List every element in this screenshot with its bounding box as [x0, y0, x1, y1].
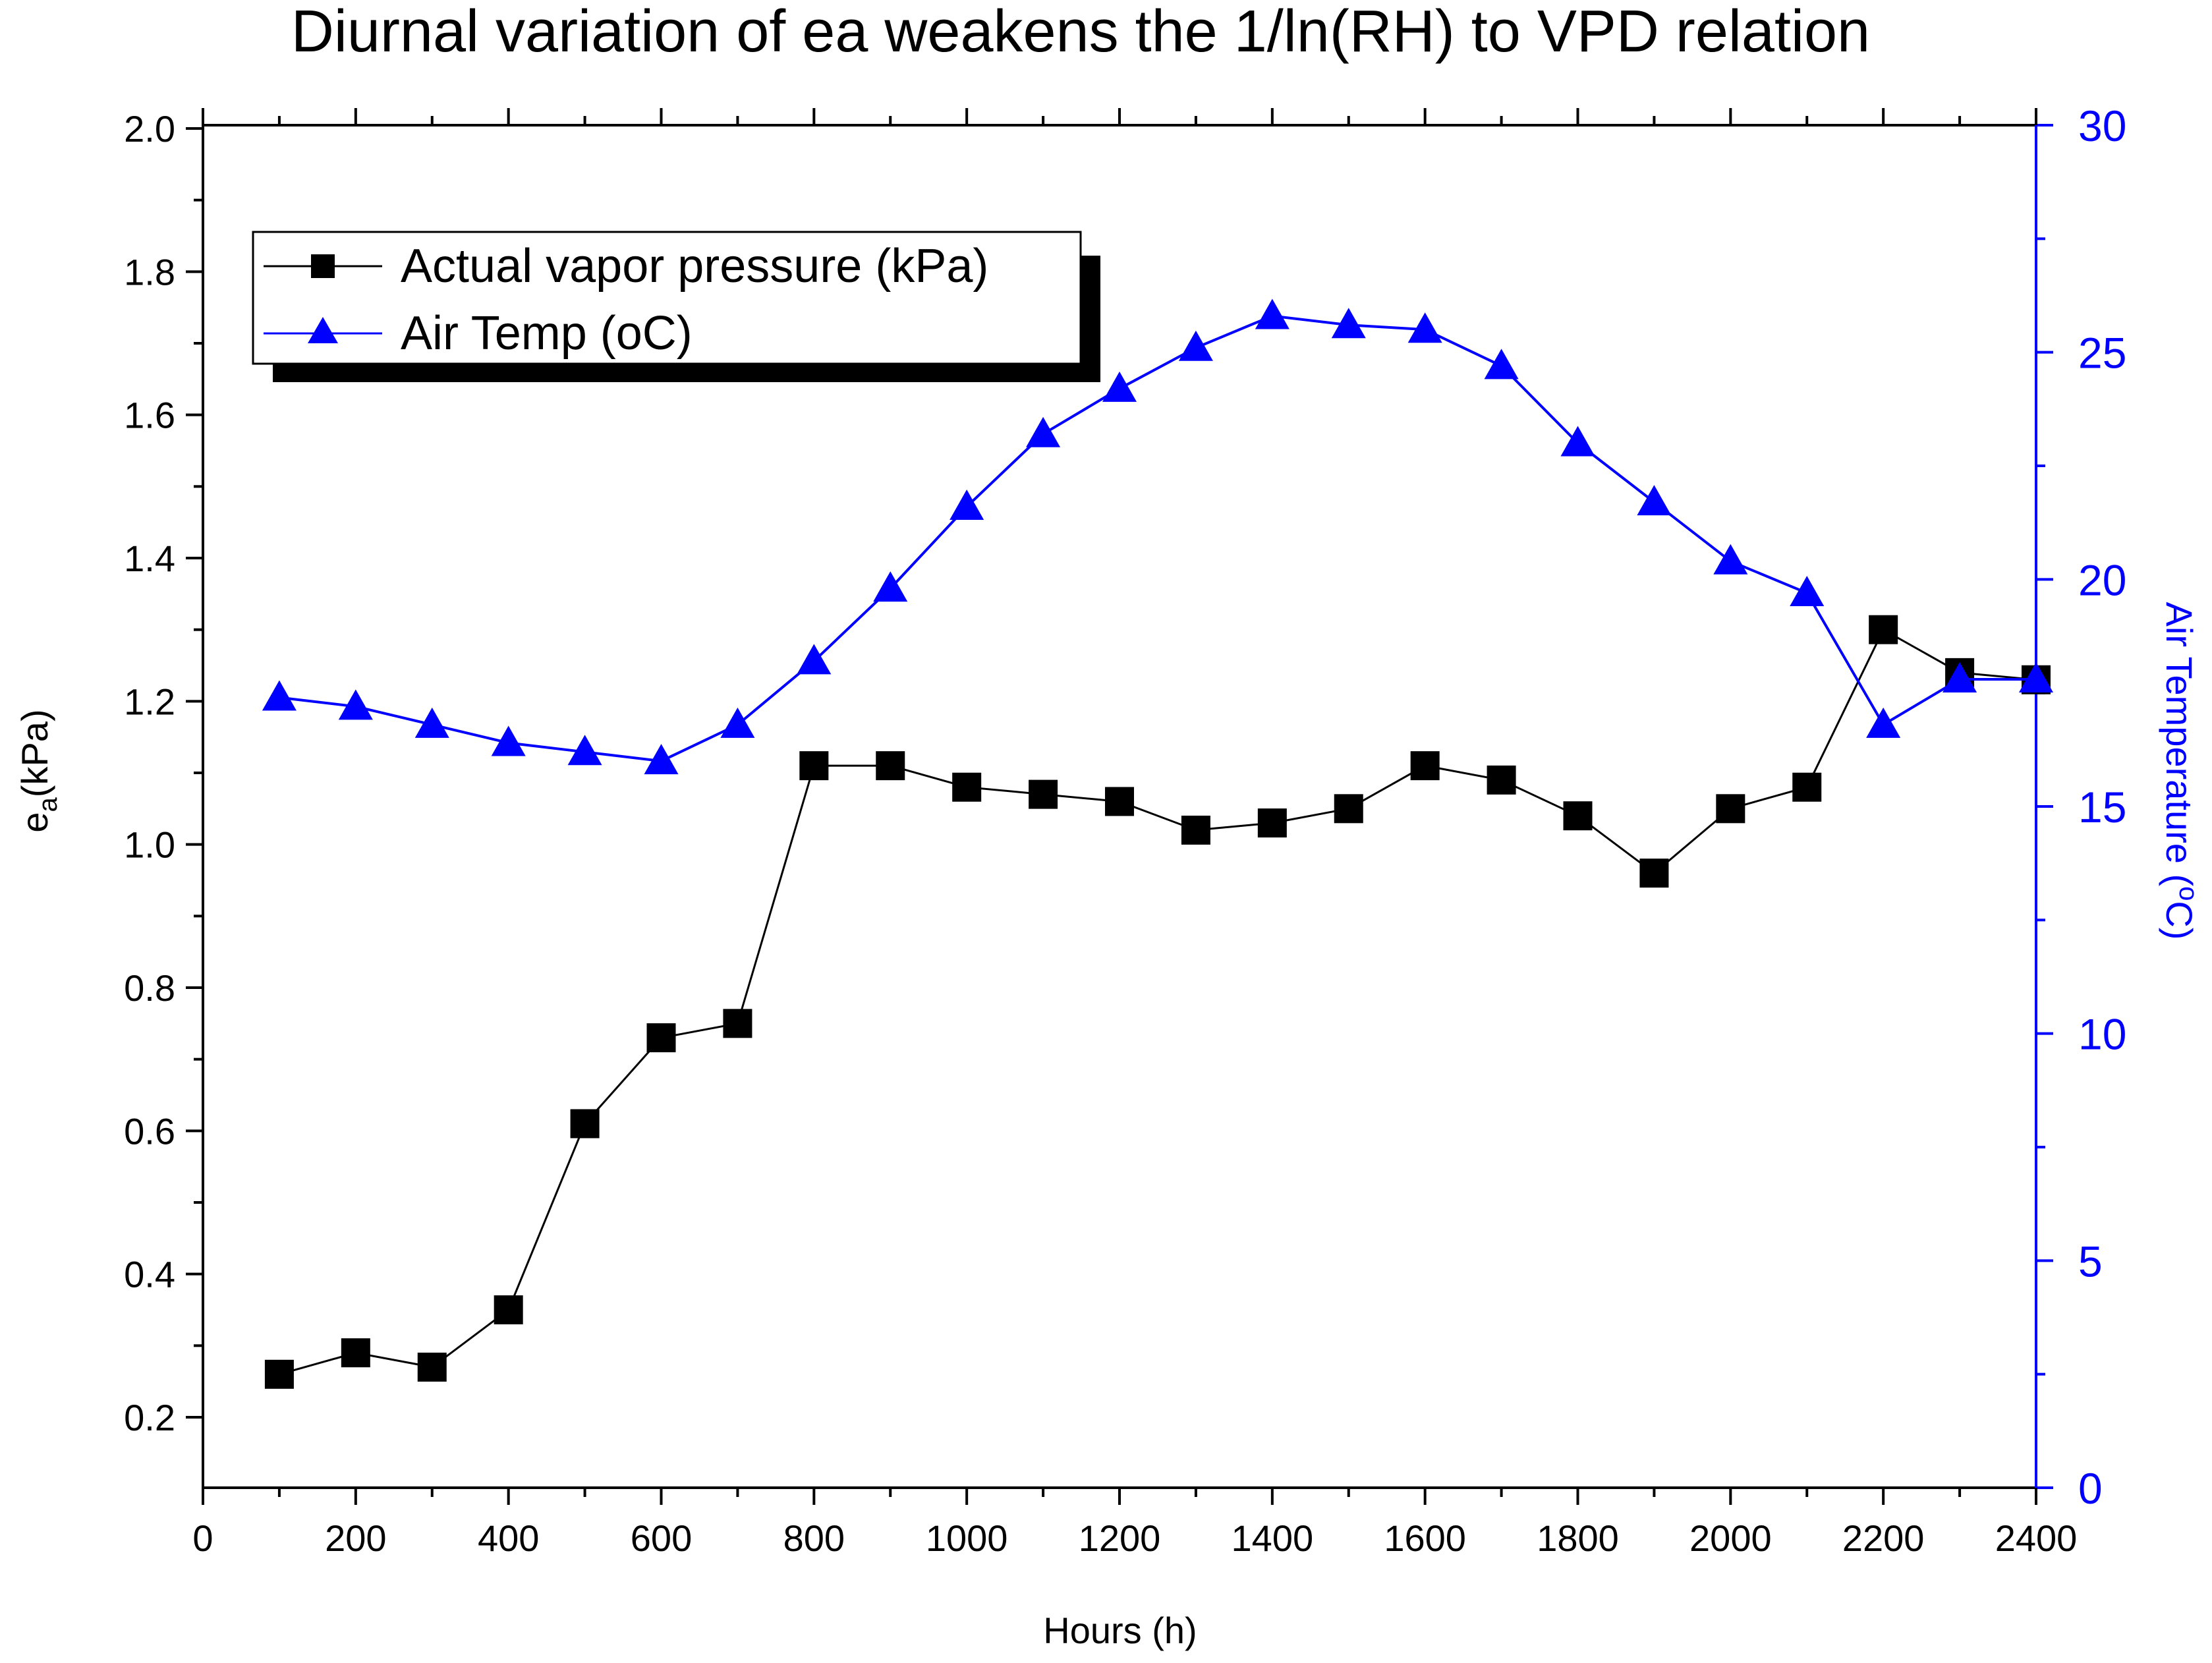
y-tick-label: 1.4 [124, 538, 175, 579]
legend-label-vapor: Actual vapor pressure (kPa) [401, 240, 988, 293]
airtemp-data-point [644, 744, 679, 775]
vapor-data-point [494, 1295, 523, 1324]
chart-title: Diurnal variation of ea weakens the 1/ln… [291, 0, 1870, 65]
airtemp-data-point [950, 490, 984, 521]
airtemp-series-line [279, 314, 2036, 763]
legend-box [252, 231, 1082, 365]
vapor-data-point [1869, 615, 1898, 644]
y2-tick-label: 10 [2078, 1010, 2126, 1059]
y-tick-label: 1.0 [124, 824, 175, 866]
airtemp-data-point [1026, 416, 1061, 447]
x-tick-label: 2200 [1842, 1517, 1925, 1559]
airtemp-data-point [1178, 330, 1213, 361]
airtemp-data-point [262, 680, 297, 711]
airtemp-data-point [1637, 485, 1672, 516]
vapor-data-point [264, 1359, 294, 1389]
y2-axis-label: Air Temperature (oC) [2159, 602, 2203, 940]
vapor-data-point [1639, 859, 1669, 888]
airtemp-data-point [873, 571, 908, 602]
vapor-data-point [952, 772, 982, 802]
legend-marker-airtemp [308, 317, 338, 343]
airtemp-data-point [1102, 371, 1137, 402]
left-axis: 0.2 0.4 0.6 0.8 1.0 1.2 1.4 1.6 1.8 2.0 [124, 108, 203, 1438]
y-axis-label-sub: a [34, 797, 63, 812]
legend-marker-vapor [311, 254, 335, 278]
vapor-data-point [1105, 787, 1134, 816]
vapor-series-line [279, 628, 2037, 1376]
vapor-data-point [876, 751, 905, 781]
vapor-data-point [1487, 765, 1516, 795]
x-tick-label: 2000 [1689, 1517, 1772, 1559]
vapor-data-point [1181, 815, 1210, 845]
vapor-data-point [1410, 751, 1440, 781]
x-tick-label: 0 [192, 1517, 213, 1559]
y-tick-label: 0.4 [124, 1254, 175, 1295]
x-axis-label: Hours (h) [1043, 1610, 1197, 1651]
airtemp-data-point [1790, 576, 1825, 607]
vapor-data-point [417, 1352, 447, 1382]
vapor-data-point [341, 1338, 370, 1368]
airtemp-data-point [1560, 426, 1595, 457]
y2-tick-label: 30 [2078, 101, 2126, 150]
y2-tick-label: 15 [2078, 783, 2126, 832]
airtemp-data-point [491, 725, 526, 756]
airtemp-data-point [1255, 298, 1290, 329]
legend-label-airtemp: Air Temp (oC) [401, 307, 693, 360]
x-tick-label: 800 [783, 1517, 845, 1559]
vapor-data-point [1029, 779, 1058, 809]
airtemp-data-point [1407, 312, 1442, 343]
x-tick-label: 600 [631, 1517, 692, 1559]
x-tick-label: 1000 [926, 1517, 1008, 1559]
airtemp-data-point [1866, 707, 1901, 738]
y2-axis-label-rest: C) [2159, 901, 2200, 940]
right-axis: 0 5 10 15 20 25 30 [2036, 101, 2126, 1513]
x-tick-label: 200 [325, 1517, 386, 1559]
y2-tick-label: 20 [2078, 555, 2126, 604]
vapor-data-point [799, 751, 829, 781]
y-axis-label-main: e [14, 812, 55, 832]
y2-axis-label-main: Air Temperature ( [2159, 602, 2200, 887]
y2-axis-label-sup: o [2174, 886, 2203, 901]
airtemp-data-point [797, 644, 832, 675]
vapor-data-point [1563, 801, 1593, 831]
airtemp-data-point [567, 735, 602, 766]
airtemp-data-point [1484, 349, 1519, 380]
vapor-data-point [646, 1023, 676, 1053]
y-tick-label: 2.0 [124, 108, 175, 150]
y2-tick-label: 0 [2078, 1464, 2103, 1513]
airtemp-data-point [1331, 308, 1366, 339]
x-tick-label: 1800 [1537, 1517, 1619, 1559]
vapor-data-point [570, 1109, 600, 1139]
x-tick-label: 1200 [1079, 1517, 1161, 1559]
y-axis-label: ea(kPa) [14, 709, 63, 832]
y2-tick-label: 5 [2078, 1237, 2103, 1285]
legend: Actual vapor pressure (kPa) Air Temp (oC… [252, 231, 1100, 382]
airtemp-data-point [2019, 662, 2053, 692]
airtemp-data-point [720, 707, 755, 738]
x-tick-label: 2400 [1995, 1517, 2078, 1559]
airtemp-data-point [1943, 662, 1977, 692]
y2-tick-label: 25 [2078, 329, 2126, 378]
y-axis-label-rest: (kPa) [14, 709, 55, 797]
y-tick-label: 0.2 [124, 1397, 175, 1438]
airtemp-data-point [338, 689, 373, 720]
x-tick-label: 1400 [1232, 1517, 1314, 1559]
y-tick-label: 1.8 [124, 251, 175, 293]
x-tick-label: 400 [478, 1517, 539, 1559]
vapor-data-point [1334, 794, 1363, 824]
y-tick-label: 1.2 [124, 681, 175, 722]
vapor-data-point [1716, 794, 1745, 824]
series-layer [262, 298, 2053, 1389]
vapor-data-point [1792, 772, 1822, 802]
bottom-axis: 0 200 400 600 800 1000 1200 1400 1600 1800 2000 220… [192, 108, 2077, 1559]
vapor-data-point [1257, 808, 1287, 838]
airtemp-data-point [414, 707, 449, 738]
y-tick-label: 1.6 [124, 395, 175, 436]
vapor-data-point [723, 1009, 752, 1038]
x-tick-label: 1600 [1384, 1517, 1466, 1559]
y-tick-label: 0.8 [124, 967, 175, 1009]
airtemp-data-point [1713, 544, 1748, 575]
y-tick-label: 0.6 [124, 1110, 175, 1152]
